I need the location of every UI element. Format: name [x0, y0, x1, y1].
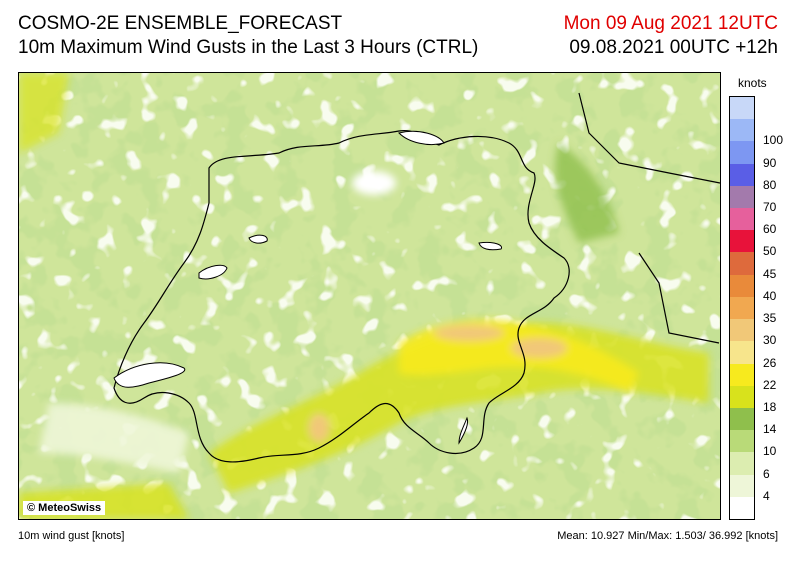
lakes — [113, 130, 503, 445]
map-canvas — [19, 73, 720, 519]
legend-swatch — [730, 163, 754, 186]
legend-label: 14 — [763, 422, 777, 437]
legend-label: 80 — [763, 177, 777, 192]
legend-label: 60 — [763, 222, 777, 237]
legend-swatch — [730, 185, 754, 209]
legend-swatch — [730, 296, 754, 320]
legend-label: 70 — [763, 200, 777, 215]
legend-label: 18 — [763, 399, 777, 414]
legend-swatch — [730, 230, 754, 253]
legend-label: 26 — [763, 355, 777, 370]
legend-swatch — [730, 385, 754, 408]
wind-gust-map: © MeteoSwiss — [18, 72, 721, 520]
legend-label: 30 — [763, 333, 777, 348]
legend-label: 90 — [763, 155, 777, 170]
footer-stats: Mean: 10.927 Min/Max: 1.503/ 36.992 [kno… — [557, 530, 778, 542]
valid-time: Mon 09 Aug 2021 12UTC — [563, 13, 778, 34]
legend-label: 40 — [763, 288, 777, 303]
legend-label: 22 — [763, 377, 777, 392]
color-legend — [729, 96, 755, 520]
legend-unit: knots — [738, 76, 767, 90]
legend-swatch — [730, 474, 754, 497]
legend-swatch — [730, 119, 754, 142]
legend-swatch — [730, 252, 754, 275]
legend-swatch — [730, 319, 754, 342]
legend-label: 35 — [763, 311, 777, 326]
legend-label: 4 — [763, 488, 770, 503]
legend-swatch — [730, 208, 754, 231]
legend-swatch — [730, 407, 754, 431]
model-name: COSMO-2E ENSEMBLE_FORECAST — [18, 13, 343, 34]
legend-label: 10 — [763, 444, 777, 459]
legend-swatch — [730, 97, 754, 120]
legend-label: 50 — [763, 244, 777, 259]
legend-label: 45 — [763, 266, 777, 281]
variable-description: 10m Maximum Wind Gusts in the Last 3 Hou… — [18, 37, 479, 58]
copyright-notice: © MeteoSwiss — [23, 501, 106, 515]
legend-swatch — [730, 363, 754, 386]
legend-swatch — [730, 341, 754, 364]
alpine-gust-zones — [19, 73, 709, 519]
legend-swatch — [730, 452, 754, 475]
legend-swatch — [730, 274, 754, 297]
legend-swatch — [730, 141, 754, 164]
map-title: COSMO-2E ENSEMBLE_FORECAST 10m Maximum W… — [18, 12, 478, 60]
legend-swatch — [730, 496, 754, 519]
legend-label: 100 — [763, 133, 784, 148]
run-time: 09.08.2021 00UTC +12h — [569, 37, 778, 58]
time-info: Mon 09 Aug 2021 12UTC 09.08.2021 00UTC +… — [564, 12, 778, 60]
legend-swatch — [730, 430, 754, 453]
footer-variable: 10m wind gust [knots] — [18, 530, 125, 542]
legend-label: 6 — [763, 466, 770, 481]
